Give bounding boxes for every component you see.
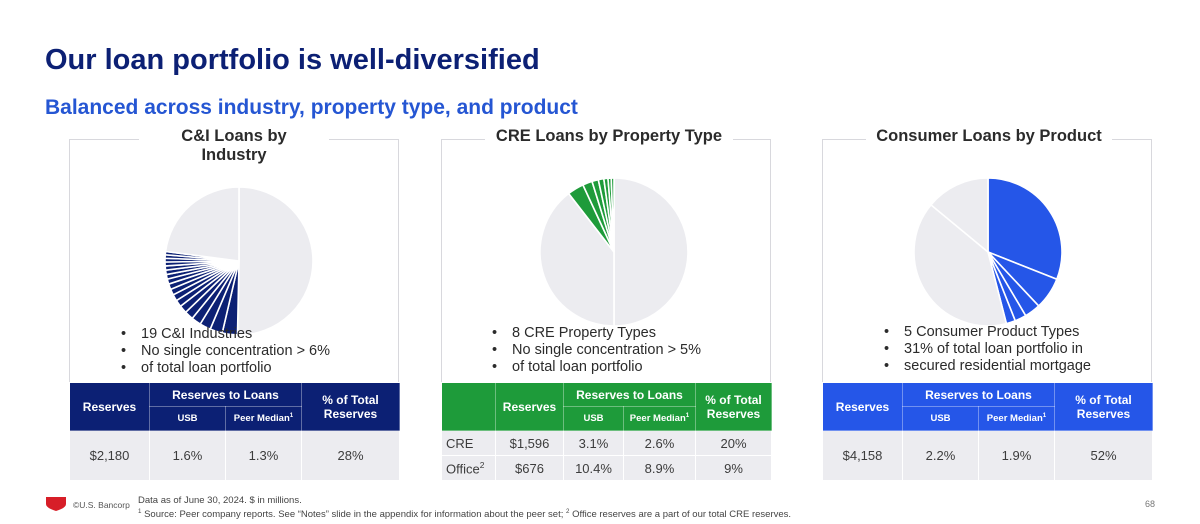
page-title: Our loan portfolio is well-diversified [45, 44, 540, 76]
pie-slice [929, 177, 989, 254]
cre-peer-header: Peer Median1 [623, 406, 696, 431]
ci-pct-value: 28% [301, 430, 400, 481]
us-bank-shield-icon [46, 497, 66, 511]
consumer-peer-header: Peer Median1 [978, 406, 1055, 431]
ci-pie-chart [164, 186, 314, 336]
ci-reserves-table: Reserves Reserves to Loans % of Total Re… [69, 382, 400, 481]
pie-slice [164, 186, 240, 262]
ci-reserves-value: $2,180 [69, 430, 150, 481]
cre-pie-chart [539, 177, 689, 327]
ci-pct-total-header: % of Total Reserves [301, 382, 400, 431]
office-row-label: Office2 [441, 455, 496, 481]
ci-usb-value: 1.6% [149, 430, 226, 481]
ci-reserves-to-loans-header: Reserves to Loans [149, 382, 302, 407]
ci-peer-header: Peer Median1 [225, 406, 302, 431]
office-peer-value: 8.9% [623, 455, 696, 481]
ci-bullet-2: No single concentration > 6% [115, 343, 330, 360]
consumer-reserves-to-loans-header: Reserves to Loans [902, 382, 1055, 407]
cre-label-header [441, 382, 496, 431]
ci-bullet-2-cont: of total loan portfolio [115, 360, 330, 377]
consumer-reserves-table: Reserves Reserves to Loans % of Total Re… [822, 382, 1153, 481]
office-reserves-value: $676 [495, 455, 564, 481]
cre-panel-title: CRE Loans by Property Type [485, 127, 733, 149]
ci-bullet-1: 19 C&I Industries [115, 326, 330, 343]
consumer-pct-total-header: % of Total Reserves [1054, 382, 1153, 431]
ci-peer-value: 1.3% [225, 430, 302, 481]
pie-slice [539, 192, 615, 327]
consumer-bullet-1: 5 Consumer Product Types [878, 324, 1091, 341]
cre-bullets: 8 CRE Property Types No single concentra… [486, 325, 701, 376]
ci-bullets: 19 C&I Industries No single concentratio… [115, 326, 330, 377]
cre-reserves-value: $1,596 [495, 430, 564, 456]
consumer-reserves-header: Reserves [822, 382, 903, 431]
office-usb-value: 10.4% [563, 455, 624, 481]
pie-slice [236, 186, 314, 336]
consumer-reserves-value: $4,158 [822, 430, 903, 481]
consumer-pct-value: 52% [1054, 430, 1153, 481]
ci-reserves-header: Reserves [69, 382, 150, 431]
cre-pct-value: 20% [695, 430, 772, 456]
consumer-bullets: 5 Consumer Product Types 31% of total lo… [878, 324, 1091, 375]
cre-row-label: CRE [441, 430, 496, 456]
footer-brand: ©U.S. Bancorp [73, 500, 130, 510]
page-subtitle: Balanced across industry, property type,… [45, 96, 578, 119]
footer-note-data: Data as of June 30, 2024. $ in millions. [138, 495, 302, 506]
page-number: 68 [1145, 499, 1156, 509]
footer-note-source: 1 Source: Peer company reports. See “Not… [138, 508, 792, 521]
pie-slice [987, 177, 1063, 281]
cre-reserves-to-loans-header: Reserves to Loans [563, 382, 696, 407]
ci-usb-header: USB [149, 406, 226, 431]
consumer-pie-chart [913, 177, 1063, 327]
consumer-usb-header: USB [902, 406, 979, 431]
cre-bullet-1: 8 CRE Property Types [486, 325, 701, 342]
office-pct-value: 9% [695, 455, 772, 481]
cre-usb-value: 3.1% [563, 430, 624, 456]
consumer-usb-value: 2.2% [902, 430, 979, 481]
cre-usb-header: USB [563, 406, 624, 431]
pie-slice [613, 177, 689, 327]
cre-pct-total-header: % of Total Reserves [695, 382, 772, 431]
pie-slice [610, 177, 615, 253]
consumer-peer-value: 1.9% [978, 430, 1055, 481]
cre-peer-value: 2.6% [623, 430, 696, 456]
cre-reserves-table: Reserves Reserves to Loans % of Total Re… [441, 382, 772, 481]
consumer-bullet-2: 31% of total loan portfolio in [878, 341, 1091, 358]
cre-bullet-2-cont: of total loan portfolio [486, 359, 701, 376]
ci-panel-title: C&I Loans by Industry [139, 127, 329, 164]
cre-reserves-header: Reserves [495, 382, 564, 431]
consumer-panel-title: Consumer Loans by Product [866, 127, 1112, 149]
consumer-bullet-2-cont: secured residential mortgage [878, 358, 1091, 375]
cre-bullet-2: No single concentration > 5% [486, 342, 701, 359]
